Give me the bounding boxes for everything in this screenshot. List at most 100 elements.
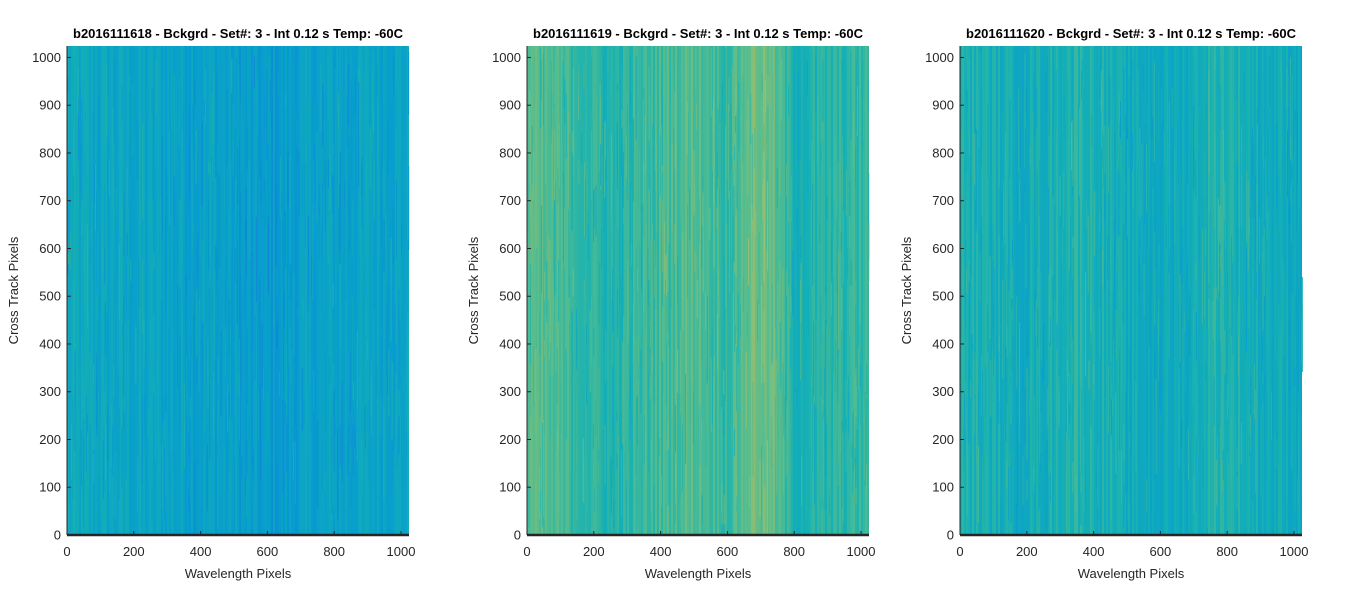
heatmap-streak xyxy=(339,184,341,265)
heatmap-streak xyxy=(562,172,564,262)
heatmap-streak xyxy=(595,185,597,236)
heatmap-streak xyxy=(130,260,132,282)
heatmap-streak xyxy=(125,260,127,313)
heatmap-streak xyxy=(67,76,69,94)
heatmap-streak xyxy=(1265,157,1267,221)
heatmap-streak xyxy=(750,371,752,389)
heatmap-streak xyxy=(1027,332,1029,358)
heatmap-streak xyxy=(1286,184,1288,285)
heatmap-streak xyxy=(740,112,742,194)
x-tick-label: 1000 xyxy=(1280,544,1309,559)
heatmap-streak xyxy=(1287,130,1289,197)
heatmap-streak xyxy=(868,78,870,111)
heatmap-streak xyxy=(758,231,760,305)
heatmap-streak xyxy=(377,364,379,400)
heatmap-streak xyxy=(166,291,168,394)
heatmap-streak xyxy=(211,290,213,314)
heatmap-streak xyxy=(616,332,618,412)
heatmap-streak xyxy=(841,420,843,508)
heatmap-streak xyxy=(1121,290,1123,311)
heatmap-streak xyxy=(982,413,984,480)
heatmap-streak xyxy=(611,50,613,99)
heatmap-streak xyxy=(730,169,732,254)
heatmap-streak xyxy=(1141,143,1143,217)
heatmap-streak xyxy=(831,233,833,272)
heatmap-streak xyxy=(675,147,677,189)
heatmap-column xyxy=(253,46,255,535)
heatmap-streak xyxy=(620,289,622,331)
heatmap-streak xyxy=(602,55,604,155)
heatmap-streak xyxy=(1287,423,1289,519)
heatmap-column xyxy=(175,46,177,535)
heatmap-streak xyxy=(1189,380,1191,439)
heatmap-streak xyxy=(165,220,167,314)
heatmap-streak xyxy=(866,362,868,396)
heatmap-streak xyxy=(1240,422,1242,465)
heatmap-streak xyxy=(1090,343,1092,421)
heatmap-streak xyxy=(1178,368,1180,468)
heatmap-streak xyxy=(626,287,628,385)
heatmap-streak xyxy=(617,227,619,297)
heatmap-streak xyxy=(703,402,705,481)
heatmap-streak xyxy=(752,232,754,272)
heatmap-streak xyxy=(246,128,248,171)
heatmap-streak xyxy=(207,340,209,409)
heatmap-streak xyxy=(985,298,987,366)
heatmap-streak xyxy=(864,391,866,487)
heatmap-streak xyxy=(1225,329,1227,402)
heatmap-column xyxy=(737,46,739,535)
heatmap-streak xyxy=(1204,271,1206,316)
heatmap-streak xyxy=(641,204,643,294)
heatmap-streak xyxy=(260,55,262,138)
heatmap-streak xyxy=(135,328,137,384)
heatmap-streak xyxy=(256,79,258,137)
heatmap-streak xyxy=(398,102,400,195)
heatmap-column xyxy=(1058,46,1060,535)
heatmap-column xyxy=(831,46,833,535)
heatmap-column xyxy=(1136,46,1138,535)
x-tick-label: 200 xyxy=(583,544,605,559)
heatmap-streak xyxy=(796,207,798,227)
heatmap-streak xyxy=(1112,102,1114,137)
heatmap-streak xyxy=(267,221,269,290)
heatmap-column xyxy=(769,46,771,535)
heatmap-streak xyxy=(1146,478,1148,513)
heatmap-column xyxy=(1288,46,1290,535)
x-tick-label: 800 xyxy=(1216,544,1238,559)
heatmap-streak xyxy=(718,187,720,206)
heatmap-streak xyxy=(1091,113,1093,148)
heatmap-streak xyxy=(1262,158,1264,202)
heatmap-streak xyxy=(1278,174,1280,251)
heatmap-streak xyxy=(595,49,597,145)
heatmap-streak xyxy=(1252,413,1254,502)
heatmap-column xyxy=(743,46,745,535)
heatmap-streak xyxy=(758,457,760,487)
heatmap-column xyxy=(527,46,529,535)
heatmap-column xyxy=(709,46,711,535)
heatmap-streak xyxy=(199,227,201,324)
heatmap-streak xyxy=(1282,70,1284,147)
x-tick-label: 400 xyxy=(190,544,212,559)
heatmap-streak xyxy=(1099,246,1101,309)
heatmap-streak xyxy=(1007,264,1009,327)
heatmap-streak xyxy=(244,257,246,281)
heatmap-streak xyxy=(1069,401,1071,424)
heatmap-column xyxy=(551,46,553,535)
heatmap-column xyxy=(1116,46,1118,535)
y-axis-label: Cross Track Pixels xyxy=(6,236,21,344)
heatmap-streak xyxy=(1127,490,1129,522)
heatmap-column xyxy=(1074,46,1076,535)
heatmap-streak xyxy=(629,53,631,124)
heatmap-streak xyxy=(339,264,341,347)
heatmap-streak xyxy=(287,163,289,206)
heatmap-streak xyxy=(1047,187,1049,275)
heatmap-streak xyxy=(267,391,269,440)
heatmap-streak xyxy=(185,319,187,415)
heatmap-streak xyxy=(1157,72,1159,143)
heatmap-streak xyxy=(1115,392,1117,475)
heatmap-streak xyxy=(736,106,738,185)
heatmap-streak xyxy=(779,380,781,456)
heatmap-streak xyxy=(113,58,115,143)
heatmap-streak xyxy=(1234,421,1236,445)
heatmap-column xyxy=(585,46,587,535)
